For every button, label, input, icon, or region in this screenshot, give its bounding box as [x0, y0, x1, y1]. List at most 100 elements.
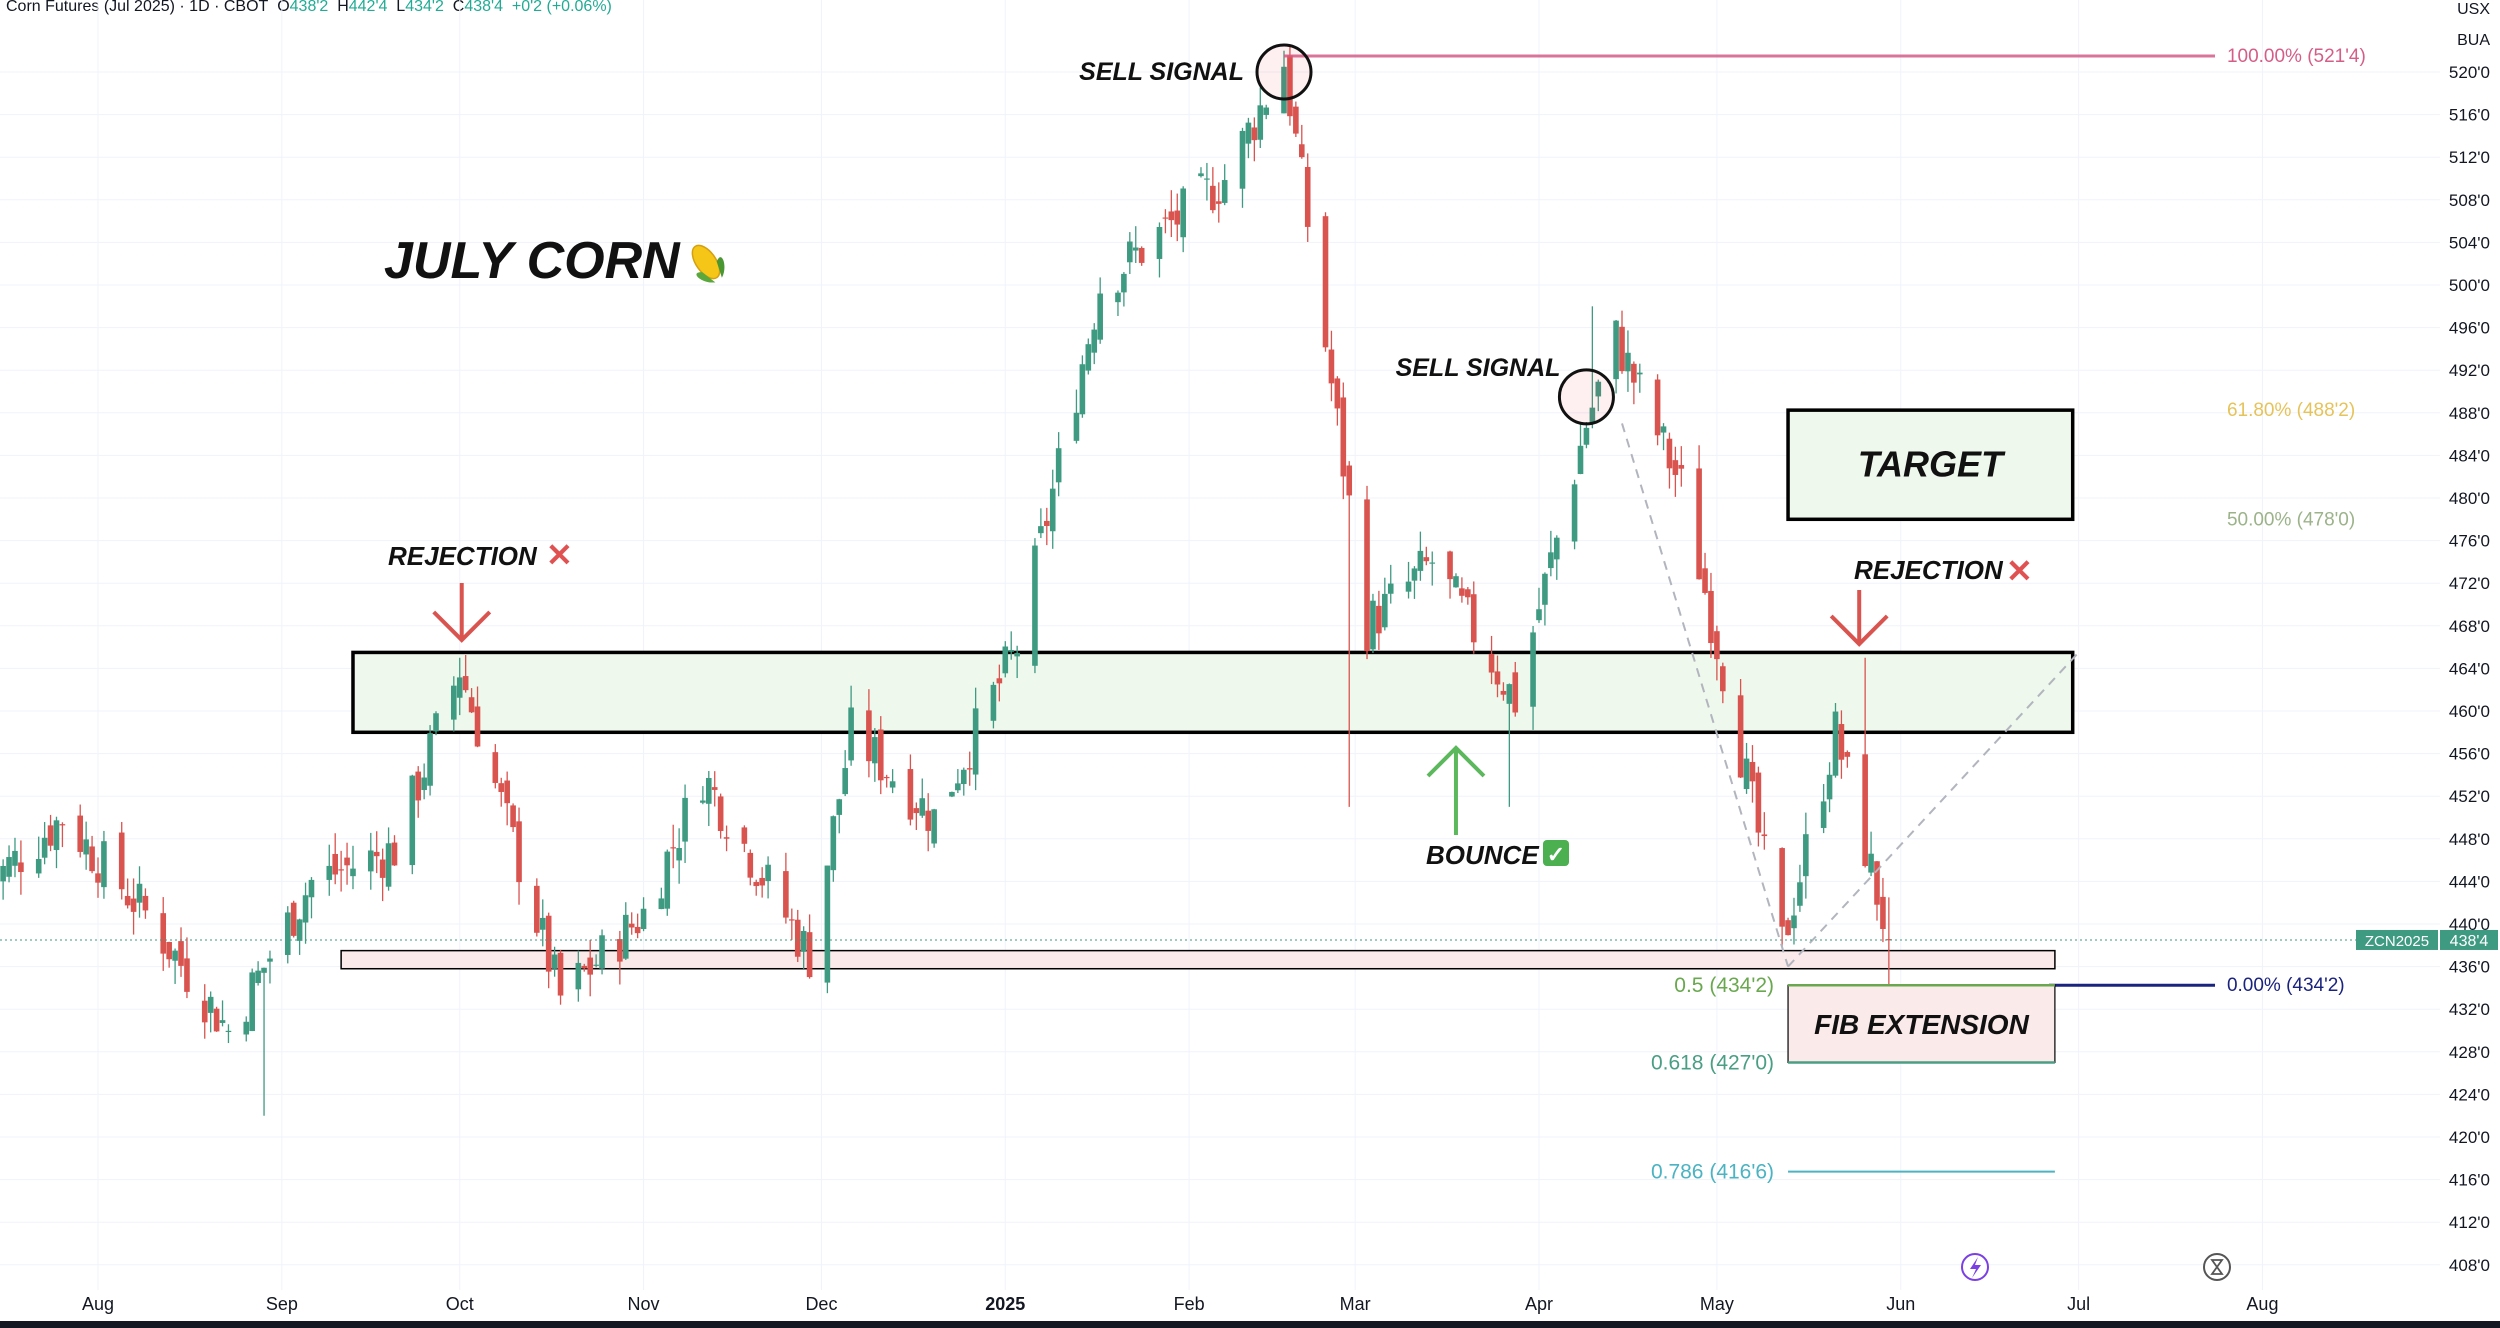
candle — [1162, 209, 1169, 234]
candle-body — [41, 837, 48, 858]
candle — [1044, 507, 1050, 546]
candle-body — [972, 708, 979, 775]
close-value: 438'4 — [464, 0, 503, 15]
candle — [783, 852, 789, 924]
candle-body — [1803, 834, 1809, 877]
rejection-x-icon: ✕ — [546, 537, 573, 573]
candle-body — [1085, 344, 1092, 371]
price-axis-label: 508'0 — [2449, 191, 2490, 210]
candle-body — [1334, 378, 1341, 409]
candle — [1340, 382, 1347, 500]
candle — [1589, 306, 1596, 429]
price-axis-label: 444'0 — [2449, 872, 2490, 891]
candle — [670, 824, 677, 869]
candle-body — [160, 913, 167, 954]
candle-body — [391, 842, 398, 866]
candle-body — [1121, 273, 1127, 293]
candle — [1470, 581, 1477, 654]
candle-body — [118, 832, 125, 890]
candle — [593, 954, 599, 968]
candle-body — [1488, 653, 1495, 673]
candle — [717, 793, 724, 839]
candle — [1049, 469, 1056, 549]
candle — [1174, 193, 1181, 242]
candle-body — [1714, 631, 1720, 660]
candle — [753, 879, 760, 896]
candle-body — [1506, 684, 1513, 704]
candle-body — [201, 1000, 208, 1023]
candle-body — [1720, 666, 1726, 692]
unit-label: BUA — [2457, 32, 2490, 49]
checkmark-box — [1543, 840, 1569, 866]
price-tag: 438'4 — [2450, 933, 2489, 950]
candle-body — [350, 868, 356, 877]
candle-body — [1322, 216, 1329, 348]
candle-body — [1779, 848, 1785, 927]
candle-body — [1132, 247, 1139, 251]
candle-body — [676, 848, 682, 861]
candle — [427, 725, 433, 796]
symbol-title: Corn Futures (Jul 2025) · 1D · CBOT — [6, 0, 269, 15]
arrow-head — [1426, 745, 1486, 778]
candle — [1577, 423, 1584, 475]
candle — [557, 949, 564, 1005]
change-value: +0'2 (+0.06%) — [511, 0, 612, 15]
candle — [1115, 290, 1121, 316]
candle-body — [1613, 320, 1619, 380]
candle-body — [504, 780, 510, 804]
candle — [700, 786, 706, 805]
candle — [1488, 635, 1495, 685]
price-axis-label: 472'0 — [2449, 574, 2490, 593]
candle-body — [1749, 761, 1756, 782]
candle-body — [1364, 499, 1370, 652]
candle — [130, 878, 137, 935]
price-axis-label: 452'0 — [2449, 787, 2490, 806]
candle-body — [18, 862, 24, 873]
time-axis-label: Aug — [2246, 1294, 2278, 1314]
candle-body — [308, 879, 315, 898]
candle-body — [534, 885, 540, 933]
candle-body — [824, 865, 831, 983]
fib-retracement-label: 0.00% (434'2) — [2227, 975, 2345, 996]
candle-body — [1168, 211, 1175, 221]
high-value: 442'4 — [348, 0, 388, 15]
candle — [1696, 445, 1702, 580]
corn-leaf — [696, 272, 716, 283]
candle-body — [1298, 144, 1305, 158]
candle — [1785, 917, 1791, 936]
candle — [95, 857, 101, 898]
candle-body — [1832, 711, 1839, 776]
candle-body — [866, 710, 872, 762]
candle — [219, 1000, 226, 1027]
candle — [1382, 577, 1388, 631]
candle — [682, 784, 688, 863]
candle-body — [1631, 363, 1637, 383]
price-axis-label: 448'0 — [2449, 830, 2490, 849]
candle-body — [907, 769, 914, 820]
candle-body — [1874, 861, 1880, 905]
price-axis-label: 492'0 — [2449, 361, 2490, 380]
price-axis-label: 420'0 — [2449, 1128, 2490, 1147]
price-axis-label: 424'0 — [2449, 1085, 2490, 1104]
hourglass-glyph — [2210, 1259, 2224, 1275]
candle-body — [955, 783, 961, 791]
candle — [178, 927, 184, 977]
candle — [1370, 593, 1376, 653]
candle-body — [1239, 130, 1246, 189]
arrow-head — [1829, 614, 1889, 647]
candle-body — [89, 846, 95, 872]
candle — [640, 897, 647, 932]
candle-body — [960, 769, 967, 785]
candle — [622, 902, 629, 960]
price-axis-label: 468'0 — [2449, 617, 2490, 636]
candle — [213, 1006, 220, 1032]
candle — [877, 716, 884, 795]
resistance-zone — [351, 650, 2075, 735]
candle-body — [1215, 201, 1222, 204]
fib-extension-level-label: 0.5 (434'2) — [1674, 974, 1774, 997]
candle — [1257, 87, 1264, 148]
candle — [1459, 577, 1465, 603]
price-axis-label: 416'0 — [2449, 1171, 2490, 1190]
candle — [118, 821, 125, 900]
